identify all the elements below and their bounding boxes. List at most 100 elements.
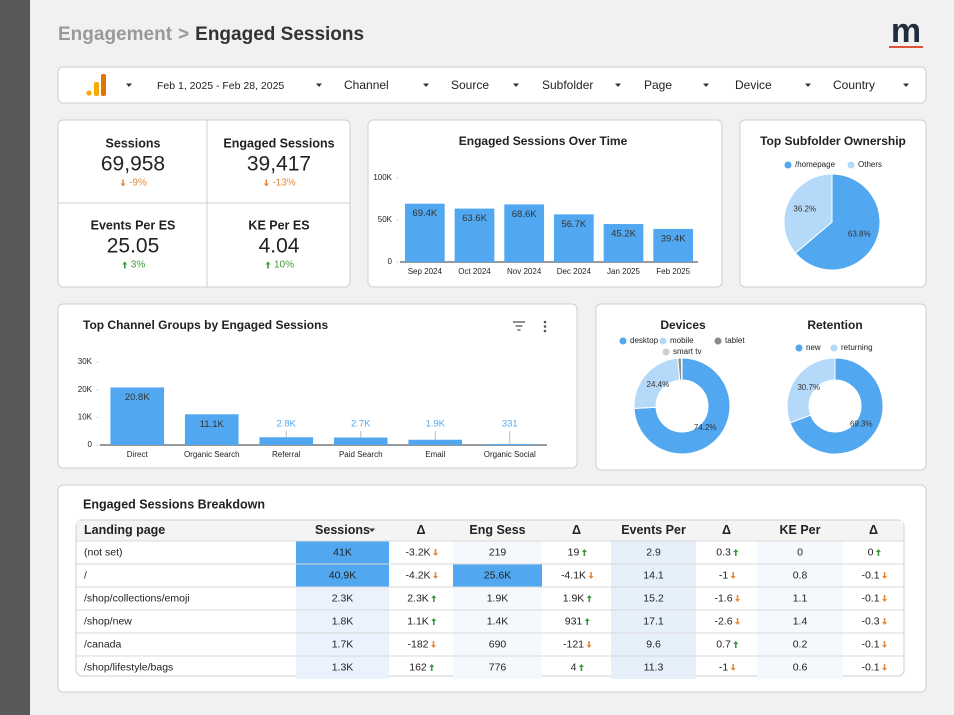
cell-bg	[453, 587, 542, 610]
bar	[259, 437, 314, 445]
delta-arrow	[586, 641, 592, 648]
delta-cell: -0.1	[861, 661, 879, 673]
delta-cell: -1.6	[714, 592, 732, 604]
filter-bar	[57, 66, 927, 104]
x-tick-label: Organic Social	[484, 450, 536, 459]
data-label: 2.7K	[351, 419, 371, 430]
delta-cell: -1	[719, 661, 728, 673]
data-label: 36.2%	[793, 205, 816, 214]
chart-card	[595, 303, 927, 471]
cell-bg	[296, 610, 389, 633]
cell-bg	[757, 541, 843, 564]
delta-cell: 4	[571, 661, 577, 673]
chart-title: Retention	[807, 318, 862, 332]
cell: 0.2	[793, 638, 808, 650]
legend-swatch	[659, 337, 667, 345]
filter-dropdown[interactable]: Subfolder	[542, 78, 593, 92]
kpi-value: 39,417	[247, 153, 311, 176]
column-header[interactable]: Landing page	[84, 523, 165, 537]
delta-cell: 931	[565, 615, 583, 627]
legend-swatch	[662, 348, 670, 356]
column-header[interactable]: Δ	[417, 523, 426, 537]
column-header[interactable]: Δ	[572, 523, 581, 537]
dropdown-caret	[513, 83, 519, 87]
sidebar	[0, 0, 30, 715]
x-tick-label: Email	[425, 450, 445, 459]
date-range-picker[interactable]: Feb 1, 2025 - Feb 28, 2025	[157, 80, 284, 92]
delta-cell: 0.3	[716, 546, 731, 558]
data-label: 74.2%	[694, 423, 717, 432]
delta-arrow	[882, 595, 888, 602]
delta-arrow	[733, 641, 739, 648]
breadcrumb[interactable]: Engagement	[58, 24, 173, 45]
delta-arrow	[730, 572, 736, 579]
cell-bg	[611, 656, 696, 679]
legend-label: desktop	[630, 336, 659, 345]
cell-bg	[757, 633, 843, 656]
cell-bg	[296, 587, 389, 610]
legend-swatch	[795, 344, 803, 352]
kpi-label: Events Per ES	[91, 218, 176, 232]
dropdown-caret	[615, 83, 621, 87]
cell-bg	[611, 587, 696, 610]
cell: 2.3K	[332, 592, 354, 604]
cell-bg	[296, 564, 389, 587]
filter-dropdown[interactable]: Channel	[344, 78, 389, 92]
y-tick-label: 100K	[373, 173, 392, 182]
data-label: 1.9K	[425, 419, 445, 430]
cell-bg	[611, 610, 696, 633]
kpi-label: Sessions	[106, 136, 161, 150]
delta-arrow	[581, 549, 587, 556]
column-header[interactable]: Events Per	[621, 523, 686, 537]
data-label: 2.8K	[276, 419, 296, 430]
data-label: 63.6K	[462, 213, 487, 224]
y-tick-label: 0	[88, 440, 93, 449]
data-label: 20.8K	[125, 392, 150, 403]
column-header[interactable]: Δ	[869, 523, 878, 537]
delta-cell: -3.2K	[405, 546, 430, 558]
cell: 9.6	[646, 638, 661, 650]
dropdown-caret	[703, 83, 709, 87]
cell: (not set)	[84, 546, 123, 558]
dropdown-caret	[316, 83, 322, 87]
legend-label: new	[806, 343, 821, 352]
x-tick-label: Paid Search	[339, 450, 383, 459]
legend-label: returning	[841, 343, 873, 352]
column-header[interactable]: Δ	[722, 523, 731, 537]
legend-label: /homepage	[795, 160, 836, 169]
bar	[603, 224, 644, 262]
chart-title: Top Subfolder Ownership	[760, 134, 906, 148]
filter-dropdown[interactable]: Page	[644, 78, 672, 92]
breadcrumb-separator: >	[178, 24, 189, 45]
y-tick-label: 20K	[78, 385, 93, 394]
column-header[interactable]: KE Per	[780, 523, 821, 537]
y-tick-label: 10K	[78, 412, 93, 421]
x-tick-label: Referral	[272, 450, 301, 459]
delta-cell: -4.2K	[405, 569, 430, 581]
delta-arrow	[588, 572, 594, 579]
filter-icon[interactable]	[513, 321, 525, 331]
data-label: 24.4%	[647, 380, 670, 389]
x-tick-label: Dec 2024	[557, 267, 592, 276]
dropdown-caret	[805, 83, 811, 87]
kpi-change: 3%	[131, 260, 146, 271]
filter-dropdown[interactable]: Country	[833, 78, 875, 92]
filter-dropdown[interactable]: Source	[451, 78, 489, 92]
kpi-change: 10%	[274, 260, 294, 271]
more-icon[interactable]	[543, 320, 547, 333]
data-label: 39.4K	[661, 233, 686, 244]
donut-slice	[680, 357, 683, 381]
donut-slice	[633, 357, 731, 455]
delta-cell: 0	[868, 546, 874, 558]
logo: m	[891, 12, 921, 50]
cell: 1.4	[793, 615, 808, 627]
cell-bg	[757, 656, 843, 679]
filter-dropdown[interactable]: Device	[735, 78, 772, 92]
column-header[interactable]: Sessions	[315, 523, 370, 537]
delta-arrow	[578, 664, 584, 671]
delta-arrow	[730, 664, 736, 671]
data-label: 11.1K	[200, 419, 225, 430]
column-header[interactable]: Eng Sess	[469, 523, 525, 537]
kpi-arrow	[122, 261, 128, 269]
cell-bg	[757, 587, 843, 610]
